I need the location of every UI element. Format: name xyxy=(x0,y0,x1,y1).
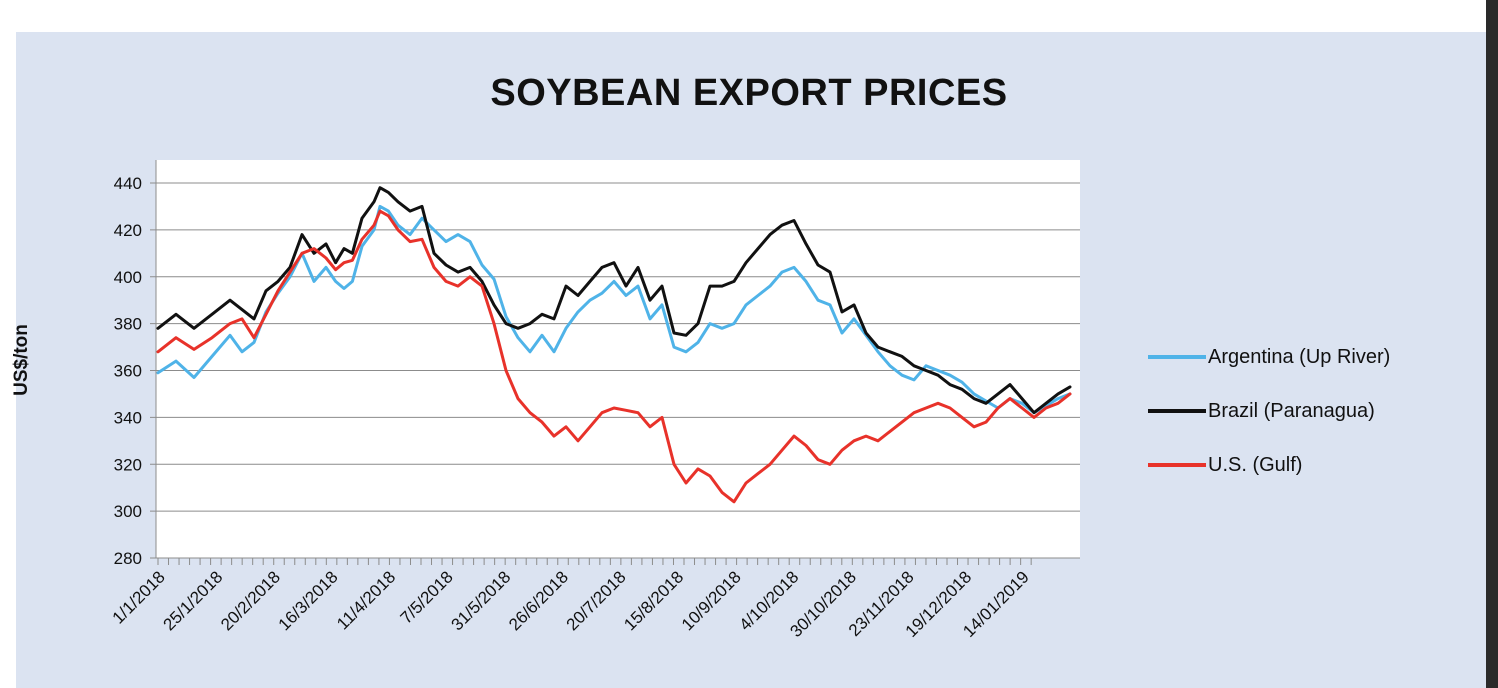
x-tick-label: 7/5/2018 xyxy=(397,567,457,627)
plot-area xyxy=(156,160,1080,558)
x-tick-label: 11/4/2018 xyxy=(333,567,399,633)
series-line-1 xyxy=(156,186,1072,415)
chart-title: SOYBEAN EXPORT PRICES xyxy=(490,72,1008,114)
y-tick-label: 280 xyxy=(114,549,142,568)
y-tick-label: 300 xyxy=(114,502,142,521)
x-tick-label: 20/2/2018 xyxy=(217,567,284,634)
x-tick-label: 20/7/2018 xyxy=(563,567,630,634)
legend-swatch-us xyxy=(1148,463,1206,467)
y-tick-label: 400 xyxy=(114,268,142,287)
window-edge xyxy=(1486,0,1498,688)
y-tick-label: 320 xyxy=(114,455,142,474)
y-tick-label: 380 xyxy=(114,315,142,334)
legend-label-argentina: Argentina (Up River) xyxy=(1208,345,1391,368)
x-tick-label: 16/3/2018 xyxy=(275,567,342,634)
x-tick-label: 26/6/2018 xyxy=(505,567,572,634)
legend-label-us: U.S. (Gulf) xyxy=(1208,453,1303,476)
legend-label-brazil: Brazil (Paranagua) xyxy=(1208,399,1375,422)
series-line-0 xyxy=(156,204,1072,415)
series-line-2 xyxy=(156,209,1072,504)
legend-item-argentina: Argentina (Up River) xyxy=(1148,342,1390,372)
legend-swatch-brazil xyxy=(1148,409,1206,413)
legend-swatch-argentina xyxy=(1148,355,1206,359)
x-tick-label: 10/9/2018 xyxy=(678,567,745,634)
y-tick-label: 360 xyxy=(114,362,142,381)
x-tick-label: 15/8/2018 xyxy=(620,567,687,634)
x-tick-label: 31/5/2018 xyxy=(448,567,515,634)
x-tick-label: 25/1/2018 xyxy=(160,567,227,634)
y-tick-label: 340 xyxy=(114,408,142,427)
legend-item-us: U.S. (Gulf) xyxy=(1148,450,1302,480)
y-tick-label: 440 xyxy=(114,174,142,193)
legend-item-brazil: Brazil (Paranagua) xyxy=(1148,396,1375,426)
x-tick-label: 1/1/2018 xyxy=(109,567,169,627)
y-tick-label: 420 xyxy=(114,221,142,240)
